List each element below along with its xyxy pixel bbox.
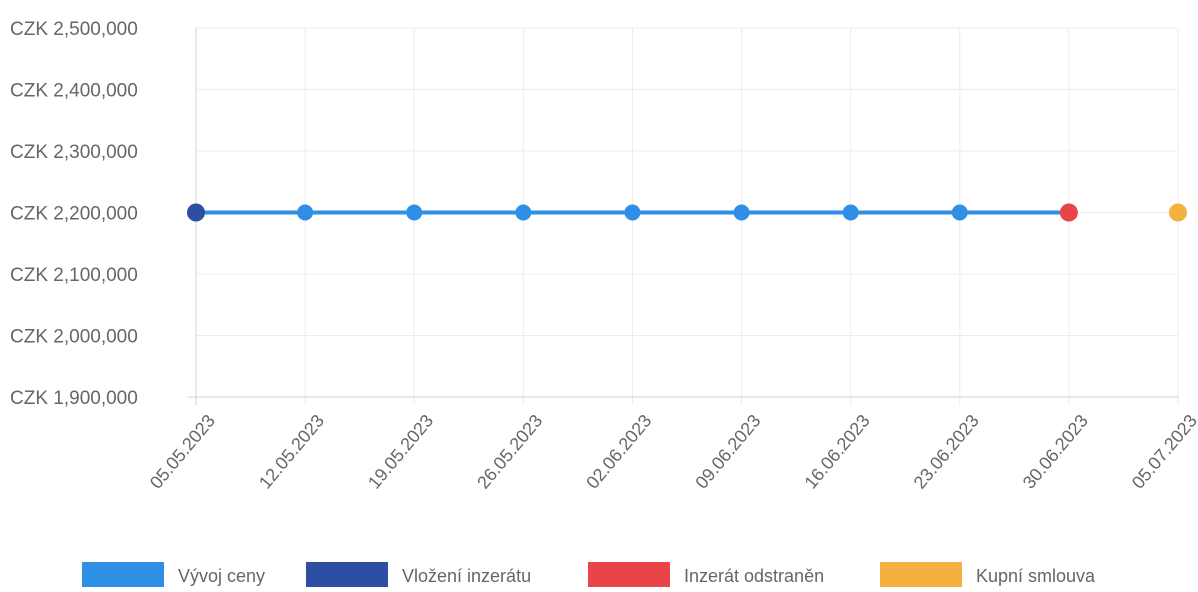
legend-item: Vývoj ceny	[82, 562, 265, 587]
data-point	[515, 204, 532, 221]
x-tick-label: 02.06.2023	[582, 411, 655, 493]
y-tick-label: CZK 2,500,000	[10, 19, 138, 40]
x-tick-label: 19.05.2023	[364, 411, 437, 493]
y-tick-label: CZK 1,900,000	[10, 388, 138, 409]
y-tick-label: CZK 2,200,000	[10, 204, 138, 225]
y-tick-label: CZK 2,000,000	[10, 327, 138, 348]
axis-layer: CZK 2,500,000 CZK 2,400,000 CZK 2,300,000 C…	[10, 19, 1198, 493]
data-point	[951, 204, 968, 221]
y-tick-label: CZK 2,100,000	[10, 265, 138, 286]
x-tick-label: 23.06.2023	[910, 411, 983, 493]
y-tick-label: CZK 2,400,000	[10, 81, 138, 102]
legend-swatch	[306, 562, 388, 587]
x-tick-label: 05.07.2023	[1128, 411, 1198, 493]
legend-swatch	[880, 562, 962, 587]
y-tick-label: CZK 2,300,000	[10, 142, 138, 163]
x-tick-label: 09.06.2023	[691, 411, 764, 493]
legend-swatch	[82, 562, 164, 587]
data-point	[406, 204, 423, 221]
data-point	[842, 204, 859, 221]
event-marker	[1059, 203, 1078, 222]
legend: Vývoj ceny Vložení inzerátu Inzerát odstra…	[82, 562, 1096, 587]
legend-label: Vložení inzerátu	[402, 566, 531, 586]
legend-item: Kupní smlouva	[880, 562, 1096, 587]
x-tick-label: 26.05.2023	[473, 411, 546, 493]
data-point	[733, 204, 750, 221]
legend-swatch	[588, 562, 670, 587]
legend-label: Vývoj ceny	[178, 566, 265, 586]
legend-item: Inzerát odstraněn	[588, 562, 824, 587]
event-marker	[187, 203, 205, 222]
legend-item: Vložení inzerátu	[306, 562, 531, 587]
x-tick-label: 30.06.2023	[1019, 411, 1092, 493]
legend-label: Kupní smlouva	[976, 566, 1096, 586]
data-point	[297, 204, 314, 221]
data-point	[624, 204, 641, 221]
legend-label: Inzerát odstraněn	[684, 566, 824, 586]
x-tick-label: 12.05.2023	[255, 411, 328, 493]
grid-layer	[195, 27, 1179, 405]
event-marker	[1169, 203, 1187, 222]
point-layer	[187, 203, 1187, 222]
x-tick-label: 05.05.2023	[146, 411, 219, 493]
x-tick-label: 16.06.2023	[800, 411, 873, 493]
